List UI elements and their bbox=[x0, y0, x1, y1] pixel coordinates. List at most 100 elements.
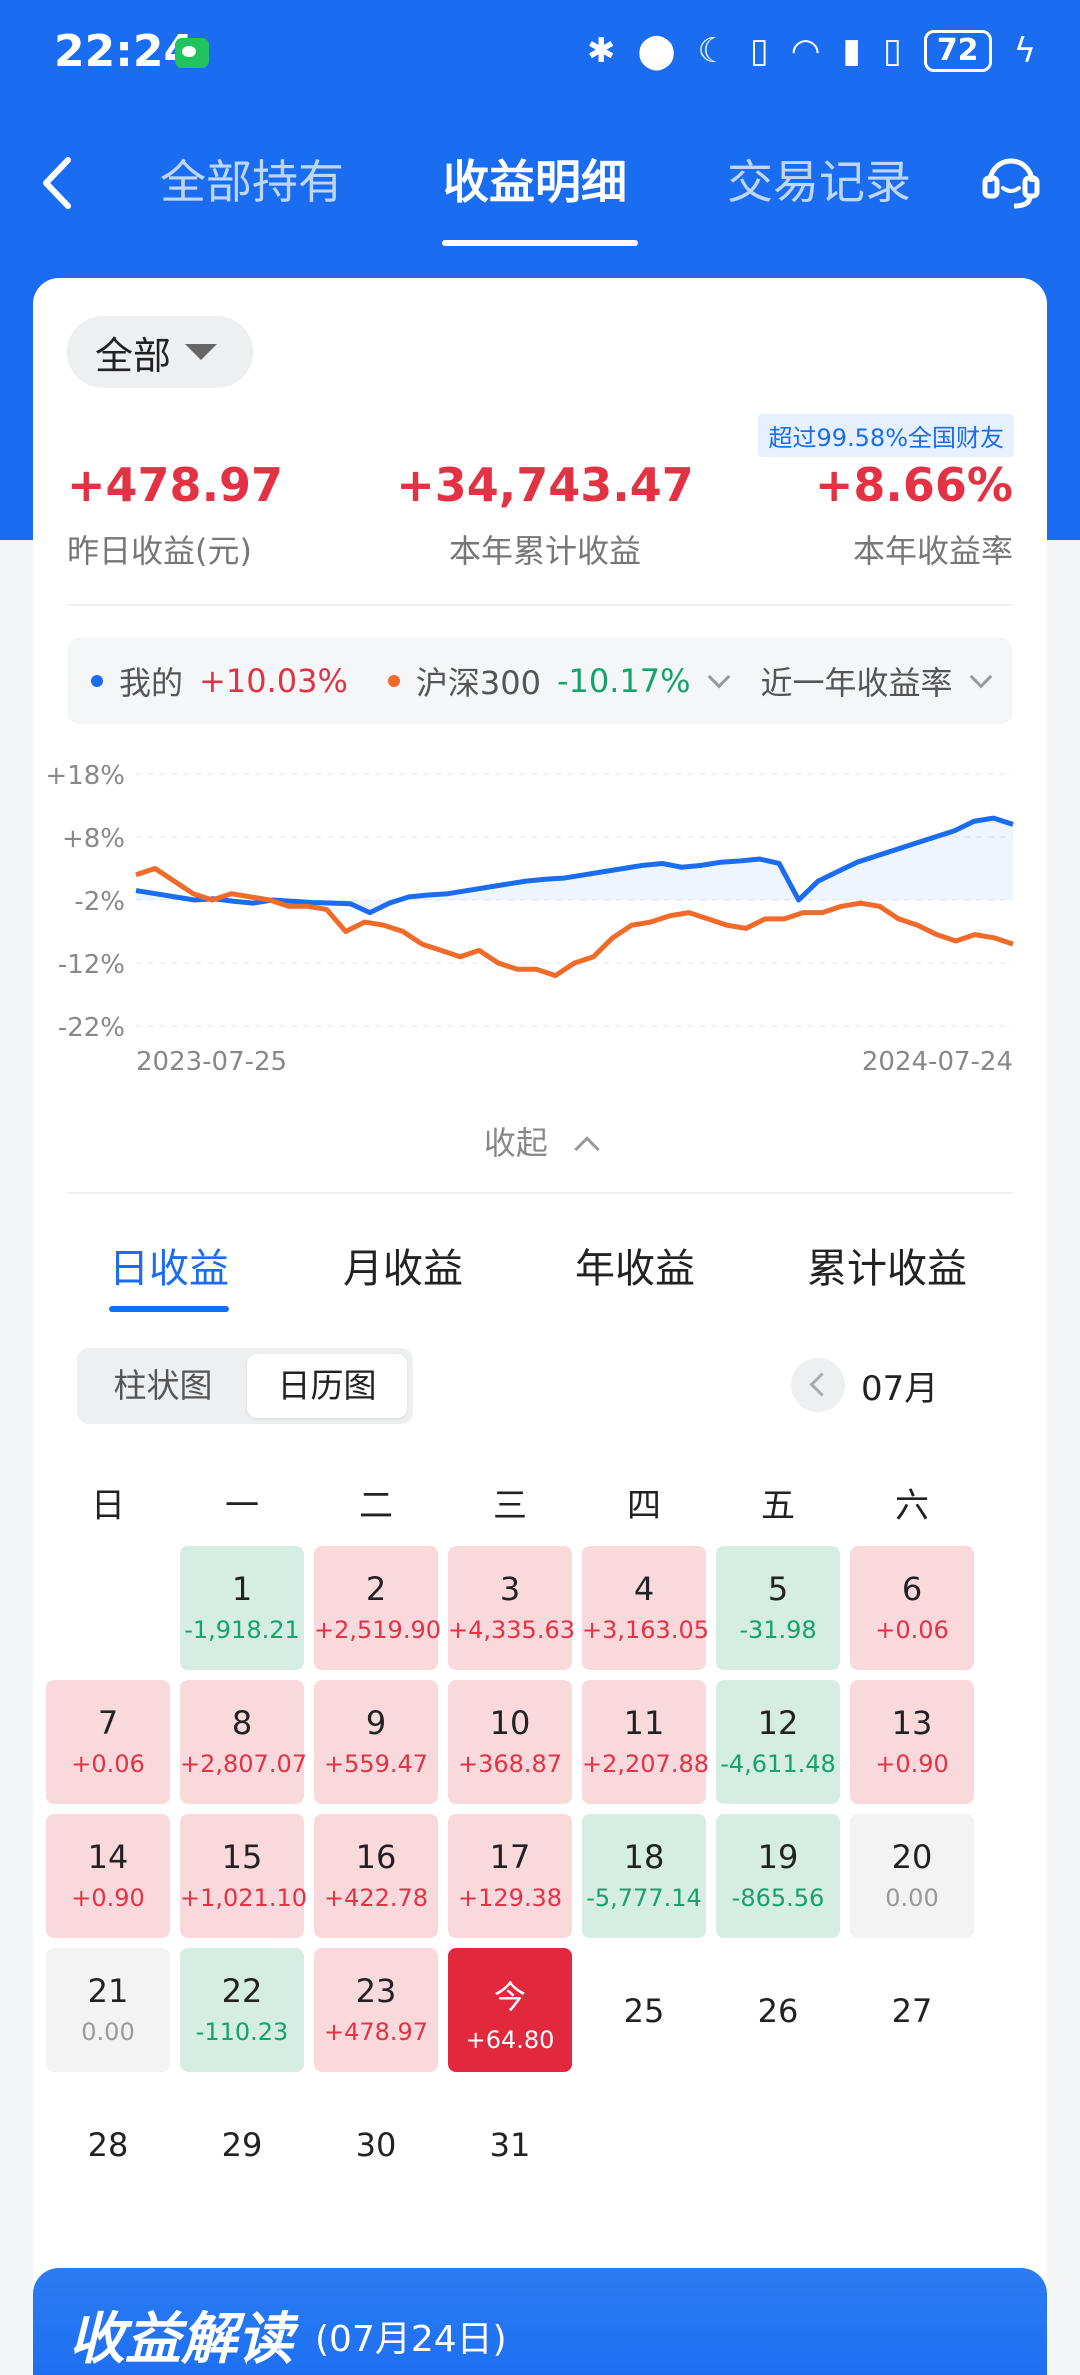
calendar-day-number: 31 bbox=[489, 2126, 531, 2164]
legend-mine-label: 我的 bbox=[119, 664, 184, 702]
tab-holdings[interactable]: 全部持有 bbox=[160, 155, 344, 209]
calendar-day-amount: +4,335.63 bbox=[448, 1616, 575, 1644]
period-selector[interactable]: 近一年收益率 bbox=[760, 658, 992, 704]
calendar-day: 30 bbox=[314, 2082, 438, 2206]
calendar-day-number: 18 bbox=[623, 1838, 665, 1876]
month-label: 07月 bbox=[861, 1368, 939, 1409]
calendar-day-number: 25 bbox=[623, 1992, 665, 2030]
tab-daily[interactable]: 日收益 bbox=[109, 1246, 229, 1292]
calendar-day[interactable]: 14 +0.90 bbox=[46, 1814, 170, 1938]
calendar-day[interactable]: 6 +0.06 bbox=[850, 1546, 974, 1670]
status-icons: ✱ ⬤ ☾ ▯ ◠ ▮ ▯ 72 ϟ bbox=[587, 30, 1036, 72]
battery-icon: 72 bbox=[923, 30, 992, 72]
benchmark-selector[interactable]: 沪深300 -10.17% bbox=[415, 658, 730, 704]
calendar-day-amount: -4,611.48 bbox=[720, 1750, 836, 1778]
weekday-label: 二 bbox=[359, 1486, 393, 1526]
calendar-day[interactable]: 2 +2,519.90 bbox=[314, 1546, 441, 1670]
tab-cumulative[interactable]: 累计收益 bbox=[807, 1246, 967, 1292]
calendar-day-number: 1 bbox=[231, 1570, 253, 1608]
legend-index-label: 沪深300 bbox=[415, 664, 541, 702]
calendar-day-today[interactable]: 今 +64.80 bbox=[448, 1948, 572, 2072]
calendar-day[interactable]: 12 -4,611.48 bbox=[716, 1680, 840, 1804]
calendar-day-amount: +0.90 bbox=[71, 1884, 145, 1912]
calendar-view-button[interactable]: 日历图 bbox=[247, 1354, 407, 1418]
calendar-day-number: 8 bbox=[231, 1704, 253, 1742]
weekday-label: 四 bbox=[627, 1486, 661, 1526]
calendar-day-amount: +422.78 bbox=[323, 1884, 429, 1912]
top-nav: 全部持有 收益明细 交易记录 bbox=[0, 130, 1080, 250]
chart-legend-bar: 我的 +10.03% 沪深300 -10.17% 近一年收益率 bbox=[67, 638, 1013, 724]
calendar-day-number: 26 bbox=[757, 1992, 799, 2030]
calendar-day-amount: -1,918.21 bbox=[184, 1616, 300, 1644]
calendar-day[interactable]: 11 +2,207.88 bbox=[582, 1680, 709, 1804]
calendar-day-amount: 0.00 bbox=[81, 2018, 135, 2046]
calendar-day[interactable]: 5 -31.98 bbox=[716, 1546, 840, 1670]
calendar-day-number: 30 bbox=[355, 2126, 397, 2164]
calendar-day-number: 6 bbox=[901, 1570, 923, 1608]
wifi-icon: ◠ bbox=[790, 31, 821, 71]
calendar-day: 31 bbox=[448, 2082, 572, 2206]
account-filter-dropdown[interactable]: 全部 bbox=[67, 316, 253, 388]
y-tick-label: +8% bbox=[62, 824, 125, 854]
calendar-day-number: 28 bbox=[87, 2126, 129, 2164]
y-tick-label: +18% bbox=[45, 761, 125, 791]
calendar-day[interactable]: 23 +478.97 bbox=[314, 1948, 438, 2072]
period-selector-label: 近一年收益率 bbox=[760, 664, 953, 702]
chevron-up-icon bbox=[574, 1136, 600, 1162]
calendar-day[interactable]: 13 +0.90 bbox=[850, 1680, 974, 1804]
calendar-day-number: 19 bbox=[757, 1838, 799, 1876]
calendar-day-number: 12 bbox=[757, 1704, 799, 1742]
calendar-day-amount: +129.38 bbox=[457, 1884, 563, 1912]
calendar-day[interactable]: 21 0.00 bbox=[46, 1948, 170, 2072]
calendar-day[interactable]: 4 +3,163.05 bbox=[582, 1546, 709, 1670]
calendar-day[interactable]: 17 +129.38 bbox=[448, 1814, 572, 1938]
calendar-day-amount: -5,777.14 bbox=[586, 1884, 702, 1912]
previous-month-icon[interactable] bbox=[791, 1358, 845, 1412]
calendar-day-amount: 0.00 bbox=[885, 1884, 939, 1912]
calendar-day[interactable]: 20 0.00 bbox=[850, 1814, 974, 1938]
view-toggle: 柱状图 日历图 bbox=[77, 1348, 413, 1424]
ytd-earnings-value: +34,743.47 bbox=[396, 458, 694, 512]
tab-transactions[interactable]: 交易记录 bbox=[727, 155, 911, 209]
returns-line-chart: +18% +8% -2% -12% -22% 2023-07-25 2024-07-24 bbox=[45, 761, 1014, 1077]
calendar-day[interactable]: 3 +4,335.63 bbox=[448, 1546, 575, 1670]
back-icon[interactable] bbox=[30, 148, 90, 218]
calendar-day[interactable]: 19 -865.56 bbox=[716, 1814, 840, 1938]
moon-icon: ☾ bbox=[697, 31, 728, 71]
tab-yearly[interactable]: 年收益 bbox=[575, 1246, 695, 1292]
insight-date: (07月24日) bbox=[315, 2319, 507, 2360]
calendar-day-amount: +2,807.07 bbox=[180, 1750, 307, 1778]
stat-ytd: +34,743.47 本年累计收益 bbox=[395, 458, 695, 572]
customer-service-icon[interactable] bbox=[978, 146, 1044, 212]
collapse-button[interactable]: 收起 bbox=[33, 1118, 1047, 1164]
tab-monthly[interactable]: 月收益 bbox=[343, 1246, 463, 1292]
calendar-day: 29 bbox=[180, 2082, 304, 2206]
calendar-day[interactable]: 9 +559.47 bbox=[314, 1680, 438, 1804]
collapse-label: 收起 bbox=[483, 1124, 548, 1162]
calendar-day-number: 今 bbox=[493, 1978, 526, 2016]
earnings-insight-banner[interactable]: 收益解读 (07月24日) bbox=[33, 2268, 1047, 2375]
weekday-label: 五 bbox=[761, 1486, 795, 1526]
chevron-down-icon bbox=[969, 665, 992, 689]
calendar-day[interactable]: 10 +368.87 bbox=[448, 1680, 572, 1804]
calendar-day[interactable]: 1 -1,918.21 bbox=[180, 1546, 304, 1670]
charging-icon: ϟ bbox=[1013, 31, 1036, 71]
divider bbox=[67, 1192, 1013, 1194]
calendar-day-number: 17 bbox=[489, 1838, 531, 1876]
calendar-day-amount: -865.56 bbox=[731, 1884, 825, 1912]
calendar-day[interactable]: 15 +1,021.10 bbox=[180, 1814, 307, 1938]
calendar-day[interactable]: 22 -110.23 bbox=[180, 1948, 304, 2072]
series-line-mine bbox=[135, 815, 1014, 916]
bar-chart-view-button[interactable]: 柱状图 bbox=[113, 1366, 213, 1405]
tab-earnings-detail[interactable]: 收益明细 bbox=[443, 155, 627, 209]
chevron-down-icon bbox=[707, 665, 730, 689]
signal-2-icon: ▯ bbox=[883, 31, 902, 71]
calendar-day-amount: +2,207.88 bbox=[582, 1750, 709, 1778]
calendar-day[interactable]: 8 +2,807.07 bbox=[180, 1680, 307, 1804]
status-time: 22:24 bbox=[54, 26, 195, 77]
calendar-day[interactable]: 7 +0.06 bbox=[46, 1680, 170, 1804]
calendar-day-number: 4 bbox=[633, 1570, 655, 1608]
calendar-day[interactable]: 18 -5,777.14 bbox=[582, 1814, 706, 1938]
calendar-day[interactable]: 16 +422.78 bbox=[314, 1814, 438, 1938]
ranking-badge: 超过99.58%全国财友 bbox=[758, 414, 1014, 457]
